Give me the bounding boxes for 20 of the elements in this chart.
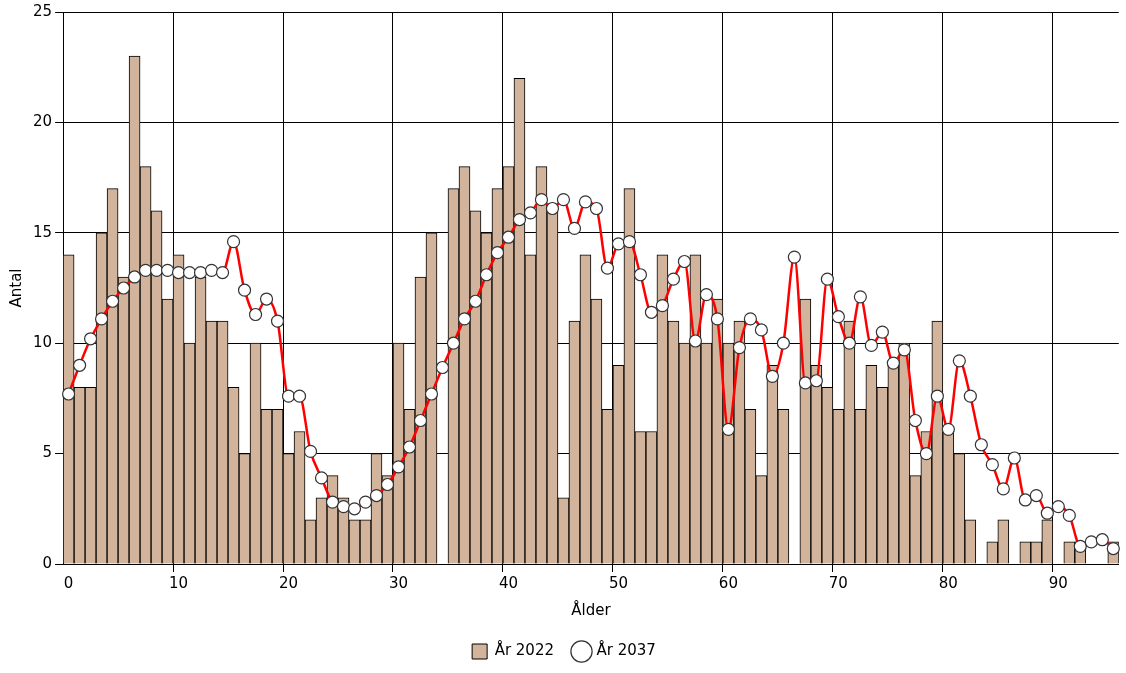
legend-label: År 2022: [494, 640, 554, 660]
x-tick-label: 0: [63, 573, 74, 592]
x-tick-label: 50: [608, 573, 628, 592]
x-tick-label: 60: [718, 573, 738, 592]
y-tick-label: 25: [32, 1, 53, 20]
y-tick-label: 5: [42, 443, 53, 462]
y-tick-label: 20: [32, 112, 53, 131]
x-tick-label: 40: [498, 573, 519, 592]
x-tick-label: 20: [278, 573, 299, 592]
y-tick-label: 15: [32, 222, 53, 241]
x-tick-label: 90: [1048, 573, 1068, 592]
y-tick-label: 0: [42, 553, 53, 572]
x-tick-label: 80: [938, 573, 958, 592]
x-tick-label: 10: [169, 573, 189, 592]
legend-label: År 2037: [596, 640, 656, 660]
y-axis-title: Antal: [6, 268, 25, 308]
x-tick-label: 70: [828, 573, 848, 592]
x-axis-title: Ålder: [571, 599, 612, 619]
y-tick-label: 10: [32, 333, 53, 352]
x-tick-label: 30: [388, 573, 409, 592]
